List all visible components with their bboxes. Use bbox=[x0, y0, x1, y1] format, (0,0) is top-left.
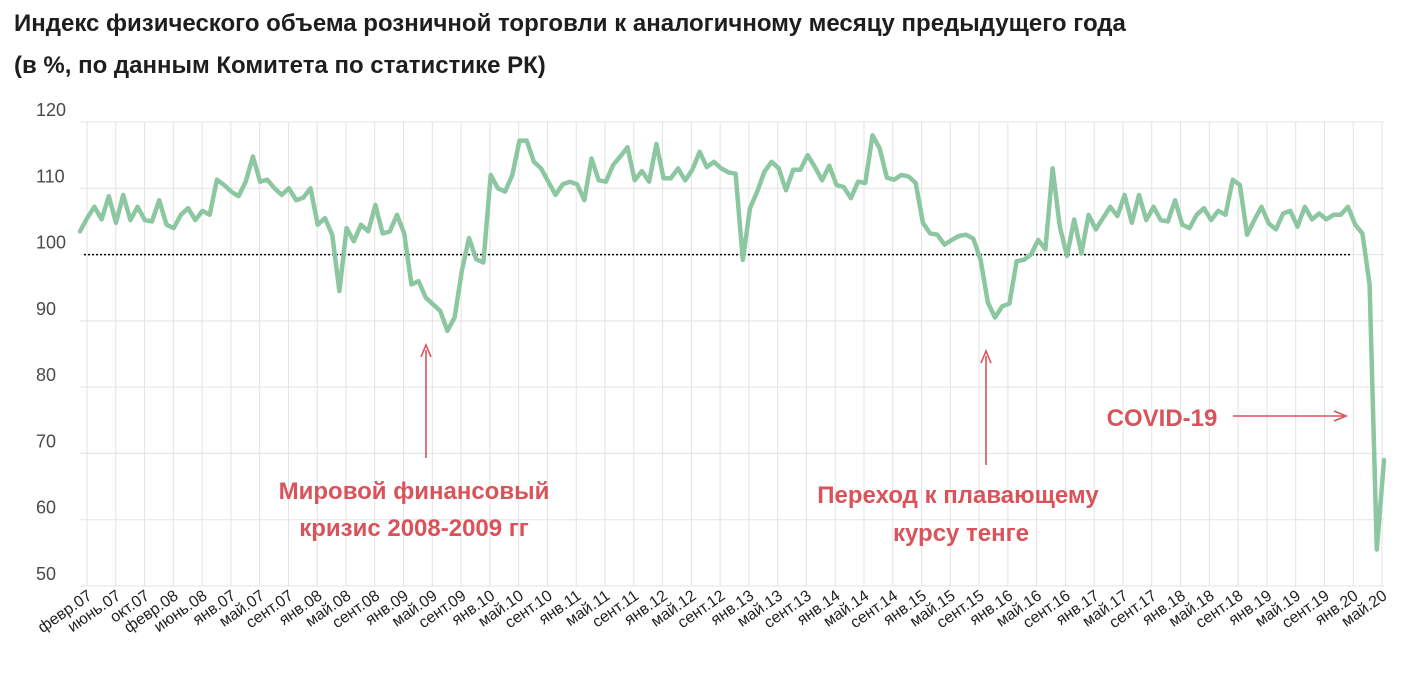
annotation-currency-float: Переход к плавающему курсу тенге bbox=[817, 348, 1099, 547]
annotation-covid: COVID-19 bbox=[1107, 405, 1349, 432]
y-tick-label: 80 bbox=[36, 365, 56, 385]
annotation-currency-float-arrowhead bbox=[980, 348, 992, 364]
annotation-financial-crisis-arrowhead bbox=[420, 342, 432, 358]
annotation-covid-label: COVID-19 bbox=[1107, 405, 1218, 432]
y-tick-label: 70 bbox=[36, 431, 56, 451]
y-tick-label: 90 bbox=[36, 299, 56, 319]
annotation-financial-crisis: Мировой финансовый кризис 2008-2009 гг bbox=[279, 342, 550, 542]
y-tick-label: 110 bbox=[36, 166, 65, 186]
series-group bbox=[77, 133, 1387, 552]
y-tick-label: 100 bbox=[36, 233, 66, 253]
series-line bbox=[77, 133, 1387, 552]
annotation-covid-arrowhead bbox=[1333, 410, 1349, 422]
annotation-currency-float-line1: Переход к плавающему bbox=[817, 482, 1099, 509]
annotation-currency-float-line2: курсу тенге bbox=[893, 520, 1029, 547]
chart-subtitle: (в %, по данным Комитета по статистике Р… bbox=[14, 52, 546, 79]
y-tick-label: 120 bbox=[36, 100, 66, 120]
x-axis: февр.07июнь.07окт.07февр.08июнь.08янв.07… bbox=[35, 587, 1390, 636]
y-tick-label: 60 bbox=[36, 498, 56, 518]
y-axis: 50 60 70 80 90 100 110 120 bbox=[36, 100, 66, 584]
annotation-financial-crisis-line2: кризис 2008-2009 гг bbox=[299, 515, 529, 542]
annotation-financial-crisis-line1: Мировой финансовый bbox=[279, 478, 550, 505]
y-tick-label: 50 bbox=[36, 564, 56, 584]
chart-title: Индекс физического объема розничной торг… bbox=[14, 10, 1126, 37]
